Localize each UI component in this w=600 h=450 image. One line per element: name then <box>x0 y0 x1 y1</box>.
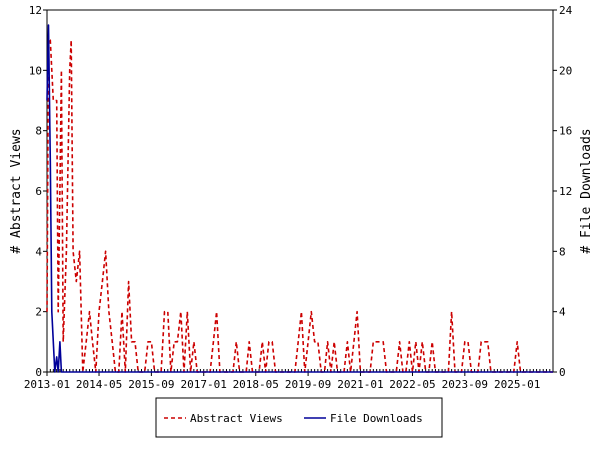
plot-area: 2013-01 2014-05 2015-09 2017-01 2018-05 2019-… <box>24 4 573 391</box>
legend-label-abstract-views: Abstract Views <box>190 412 283 425</box>
x-tick-label: 2022-05 <box>389 378 435 391</box>
x-tick-label: 2018-05 <box>233 378 279 391</box>
plot-frame <box>46 9 554 373</box>
legend-label-file-downloads: File Downloads <box>330 412 423 425</box>
y-axis-left-title: # Abstract Views <box>9 128 24 253</box>
y-right-tick-label: 8 <box>559 245 566 258</box>
y-left-tick-label: 12 <box>29 4 42 17</box>
y-right-tick-label: 20 <box>559 64 572 77</box>
y-axis-right-title: # File Downloads <box>579 128 594 253</box>
y-left-tick-label: 8 <box>35 125 42 138</box>
x-tick-label: 2013-01 <box>24 378 70 391</box>
y-right-tick-label: 12 <box>559 185 572 198</box>
y-right-tick-label: 16 <box>559 125 572 138</box>
legend-box <box>155 397 443 438</box>
y-left-tick-label: 10 <box>29 64 42 77</box>
x-tick-label: 2025-01 <box>494 378 540 391</box>
x-tick-label: 2014-05 <box>76 378 122 391</box>
series-line-file-downloads <box>46 24 553 373</box>
x-tick-label: 2023-09 <box>442 378 488 391</box>
y-left-tick-label: 0 <box>35 366 42 379</box>
x-tick-label: 2015-09 <box>128 378 174 391</box>
x-tick-label: 2019-09 <box>285 378 331 391</box>
y-right-tick-label: 0 <box>559 366 566 379</box>
x-tick-label: 2017-01 <box>181 378 227 391</box>
y-left-tick-label: 6 <box>35 185 42 198</box>
y-left-tick-label: 4 <box>35 245 42 258</box>
x-tick-label: 2021-01 <box>337 378 383 391</box>
y-right-tick-label: 4 <box>559 306 566 319</box>
y-left-tick-label: 2 <box>35 306 42 319</box>
legend: Abstract Views File Downloads <box>155 397 443 438</box>
y-right-tick-label: 24 <box>559 4 573 17</box>
